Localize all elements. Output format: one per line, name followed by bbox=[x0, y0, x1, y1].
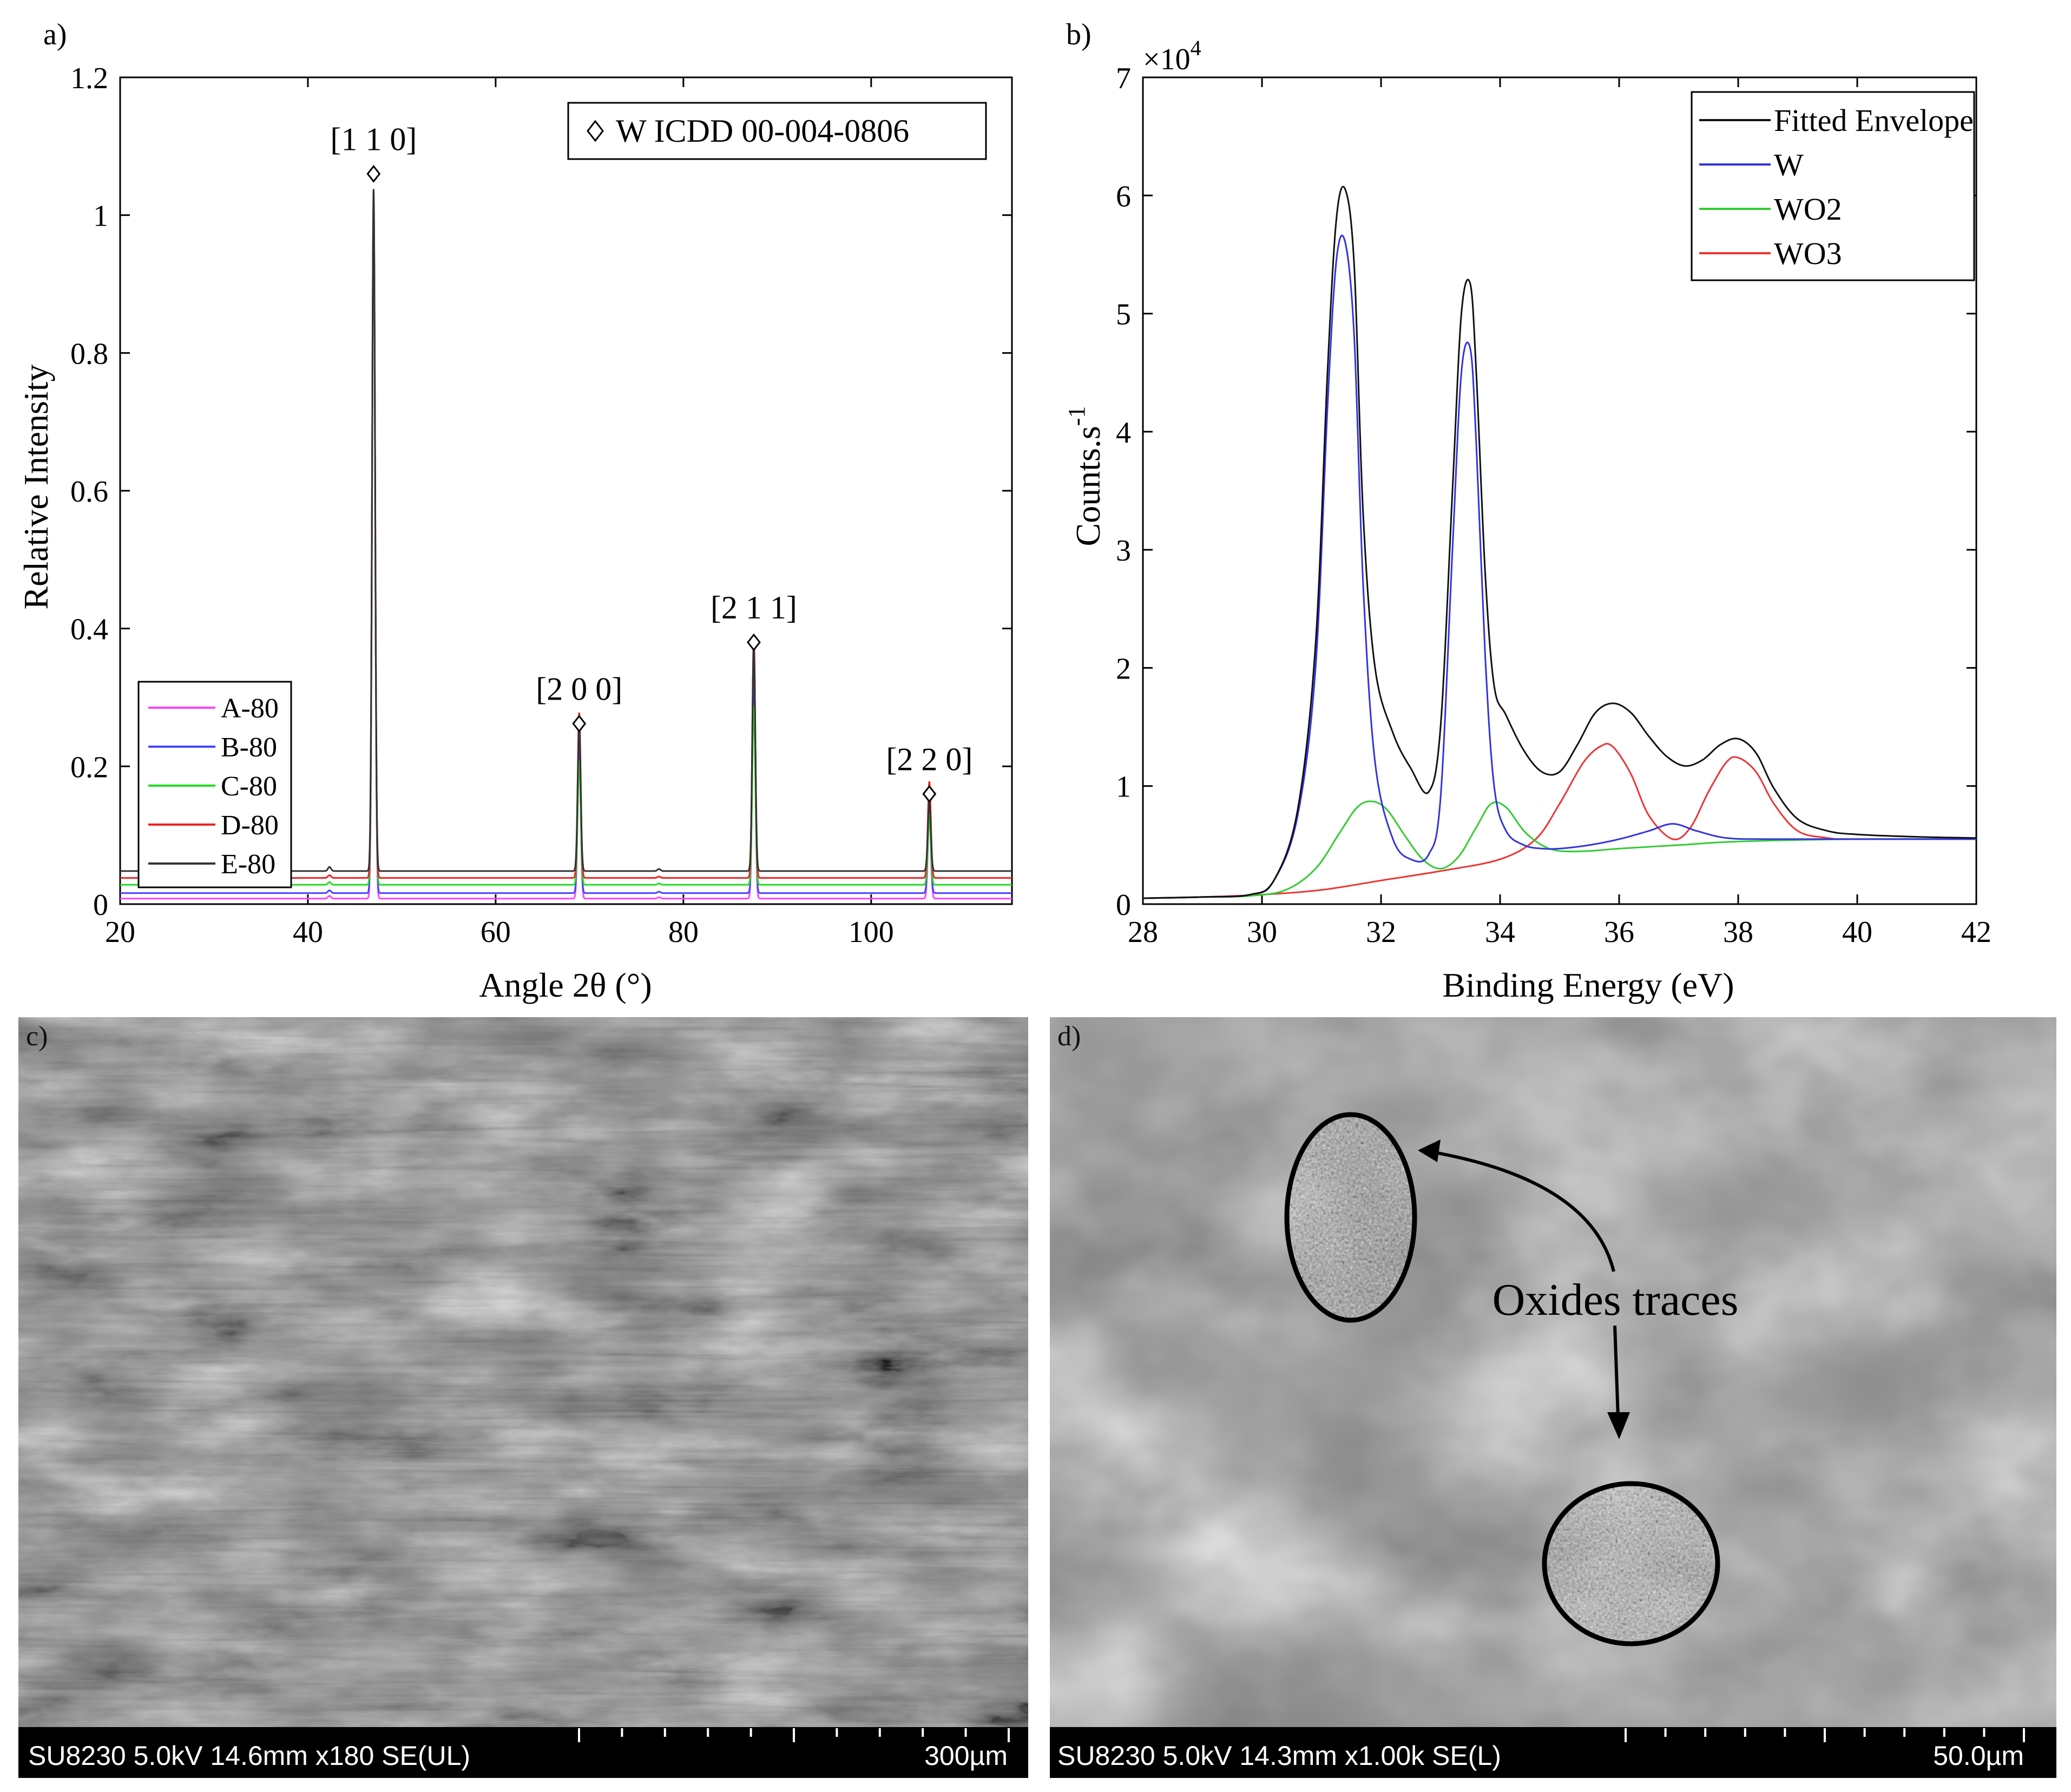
panel-b-y-axis-label: Counts.s-1 bbox=[1063, 406, 1107, 546]
panel-a-x-tick-label: 80 bbox=[668, 915, 699, 949]
panel-a-reference-marker bbox=[572, 714, 587, 733]
panel-b-y-tick-label: 1 bbox=[1116, 770, 1131, 804]
panel-a-plot-area: 20 40 60 80 100 0 0.2 0.4 0.6 0.8 1 1.2 [1 1 0] [2 0 … bbox=[70, 62, 1013, 949]
panel-d-info-bar: SU8230 5.0kV 14.3mm x1.00k SE(L) 50.0µm bbox=[1050, 1727, 2056, 1778]
panel-b-y-multiplier: ×104 bbox=[1143, 36, 1201, 76]
panel-a-series-a-80 bbox=[120, 209, 1012, 900]
panel-b-x-axis-label: Binding Energy (eV) bbox=[1442, 966, 1734, 1004]
panel-b-x-tick-label: 36 bbox=[1604, 915, 1634, 949]
panel-c-scale-label: 300µm bbox=[924, 1741, 1008, 1771]
panel-a-peak-label: [2 2 0] bbox=[886, 741, 972, 777]
panel-b-x-tick-label: 38 bbox=[1723, 915, 1753, 949]
panel-b-x-tick-label: 30 bbox=[1247, 915, 1277, 949]
panel-c-info-bar: SU8230 5.0kV 14.6mm x180 SE(UL) 300µm bbox=[18, 1727, 1028, 1778]
panel-a-legend-entry: D-80 bbox=[221, 810, 279, 841]
panel-d-annotation: Oxides traces bbox=[1493, 1275, 1739, 1325]
oxide-trace-circle-2 bbox=[1542, 1481, 1720, 1646]
panel-a-series-b-80 bbox=[120, 204, 1012, 894]
panel-b-legend-entry: W bbox=[1774, 147, 1804, 182]
oxide-arrow-1-head bbox=[1418, 1139, 1441, 1162]
panel-b-x-tick-label: 32 bbox=[1366, 915, 1396, 949]
panel-a-xrd-chart: a) 20 40 60 80 100 0 0.2 0.4 0.6 0.8 1 1.2 [1 1 0] [2… bbox=[17, 18, 1013, 1004]
panel-a-x-tick-label: 20 bbox=[105, 915, 135, 949]
panel-a-y-tick-label: 0.4 bbox=[70, 613, 108, 647]
panel-b-y-tick-label: 6 bbox=[1116, 180, 1131, 213]
panel-b-series-wo2 bbox=[1142, 800, 1977, 899]
panel-a-x-tick-label: 40 bbox=[293, 915, 323, 949]
panel-b-series-wo3 bbox=[1142, 743, 1977, 899]
panel-b-x-tick-label: 34 bbox=[1485, 915, 1515, 949]
panel-a-peak-label: [1 1 0] bbox=[330, 121, 417, 157]
panel-a-y-tick-label: 0 bbox=[93, 888, 108, 922]
panel-a-reference-marker bbox=[366, 164, 381, 183]
panel-b-series-fitted-envelope bbox=[1142, 186, 1977, 899]
panel-b-legend-entry: WO2 bbox=[1774, 192, 1842, 227]
panel-d-oxide-markers bbox=[1284, 1112, 1720, 1646]
panel-a-label: a) bbox=[43, 18, 67, 51]
panel-b-series-w bbox=[1142, 234, 1976, 899]
panel-a-peak-label: [2 0 0] bbox=[536, 671, 622, 707]
panel-b-y-tick-label: 0 bbox=[1116, 888, 1131, 922]
panel-a-legend-entry: E-80 bbox=[221, 849, 275, 880]
panel-a-y-tick-label: 1.2 bbox=[70, 62, 108, 95]
panel-a-reference-marker bbox=[747, 633, 761, 651]
panel-b-axes-frame bbox=[1142, 76, 1977, 905]
panel-a-y-tick-label: 0.6 bbox=[70, 475, 108, 509]
panel-a-peak-label: [2 1 1] bbox=[711, 590, 797, 625]
panel-b-y-tick-label: 7 bbox=[1116, 62, 1131, 95]
panel-b-label: b) bbox=[1066, 18, 1092, 51]
panel-a-legend-entry: C-80 bbox=[221, 771, 277, 802]
panel-a-y-axis-label: Relative Intensity bbox=[17, 364, 55, 609]
panel-a-reference-legend-text: W ICDD 00-004-0806 bbox=[616, 113, 909, 149]
panel-a-x-tick-label: 100 bbox=[849, 915, 894, 949]
panel-d-sem-image: d) Oxides traces SU8230 5.0kV 14.3mm x1.… bbox=[1050, 1017, 2056, 1778]
oxide-arrow-2-head bbox=[1607, 1412, 1630, 1439]
panel-d-sem-info: SU8230 5.0kV 14.3mm x1.00k SE(L) bbox=[1057, 1741, 1501, 1771]
oxide-arrow-2 bbox=[1613, 1325, 1620, 1418]
panel-c-label: c) bbox=[26, 1021, 48, 1052]
panel-b-y-tick-label: 4 bbox=[1116, 416, 1131, 450]
panel-b-x-tick-label: 28 bbox=[1128, 915, 1158, 949]
panel-c-sem-image: c) SU8230 5.0kV 14.6mm x180 SE(UL) 300µm bbox=[18, 1017, 1028, 1778]
panel-a-legend-entry: A-80 bbox=[221, 693, 279, 724]
oxide-trace-circle-1 bbox=[1284, 1112, 1417, 1323]
panel-a-x-axis-label: Angle 2θ (°) bbox=[479, 966, 652, 1004]
panel-d-scale-label: 50.0µm bbox=[1933, 1741, 2024, 1771]
panel-a-reference-legend bbox=[567, 102, 987, 160]
panel-b-y-tick-label: 3 bbox=[1116, 534, 1131, 568]
panel-a-y-tick-label: 1 bbox=[93, 200, 108, 233]
panel-b-x-tick-label: 42 bbox=[1961, 915, 1991, 949]
oxide-arrow-1 bbox=[1428, 1150, 1615, 1272]
panel-a-y-tick-label: 0.2 bbox=[70, 750, 108, 784]
panel-d-label: d) bbox=[1057, 1021, 1081, 1052]
panel-a-reference-marker bbox=[922, 785, 937, 803]
panel-b-legend bbox=[1691, 91, 1975, 281]
panel-a-x-tick-label: 60 bbox=[481, 915, 511, 949]
panel-b-legend-entry: Fitted Envelope bbox=[1774, 103, 1974, 138]
panel-b-y-tick-label: 5 bbox=[1116, 298, 1131, 332]
panel-c-sem-info: SU8230 5.0kV 14.6mm x180 SE(UL) bbox=[28, 1741, 470, 1771]
panel-a-legend-entry: B-80 bbox=[221, 732, 277, 763]
panel-a-reference-legend-marker bbox=[587, 120, 604, 142]
panel-b-x-tick-label: 40 bbox=[1842, 915, 1872, 949]
panel-b-legend-entry: WO3 bbox=[1774, 236, 1842, 271]
panel-a-y-tick-label: 0.8 bbox=[70, 337, 108, 371]
panel-b-y-tick-label: 2 bbox=[1116, 652, 1131, 686]
